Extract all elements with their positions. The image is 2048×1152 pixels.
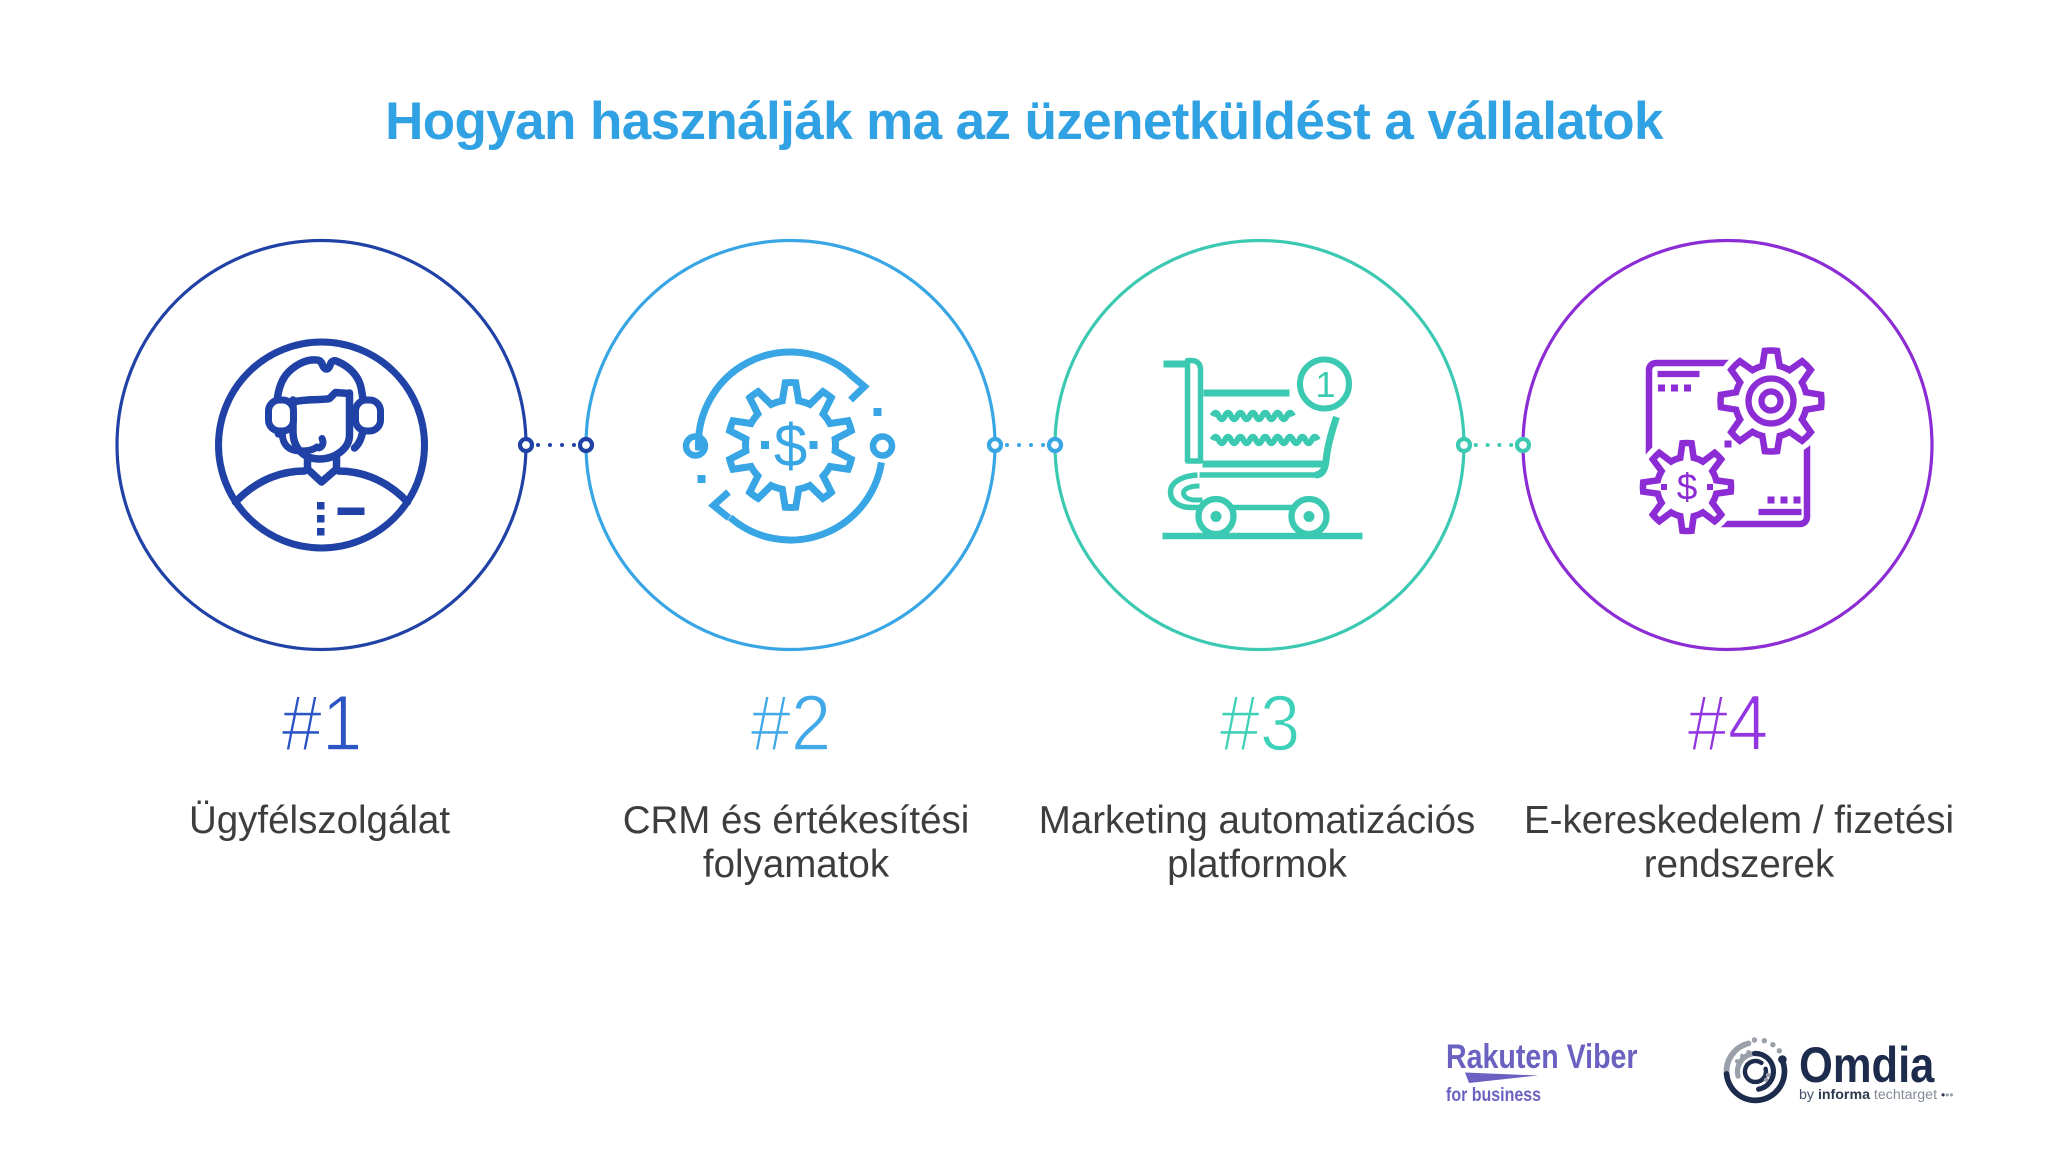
svg-text:$: $: [1677, 467, 1698, 508]
svg-text:1: 1: [1315, 364, 1335, 405]
svg-text:$: $: [774, 412, 807, 479]
